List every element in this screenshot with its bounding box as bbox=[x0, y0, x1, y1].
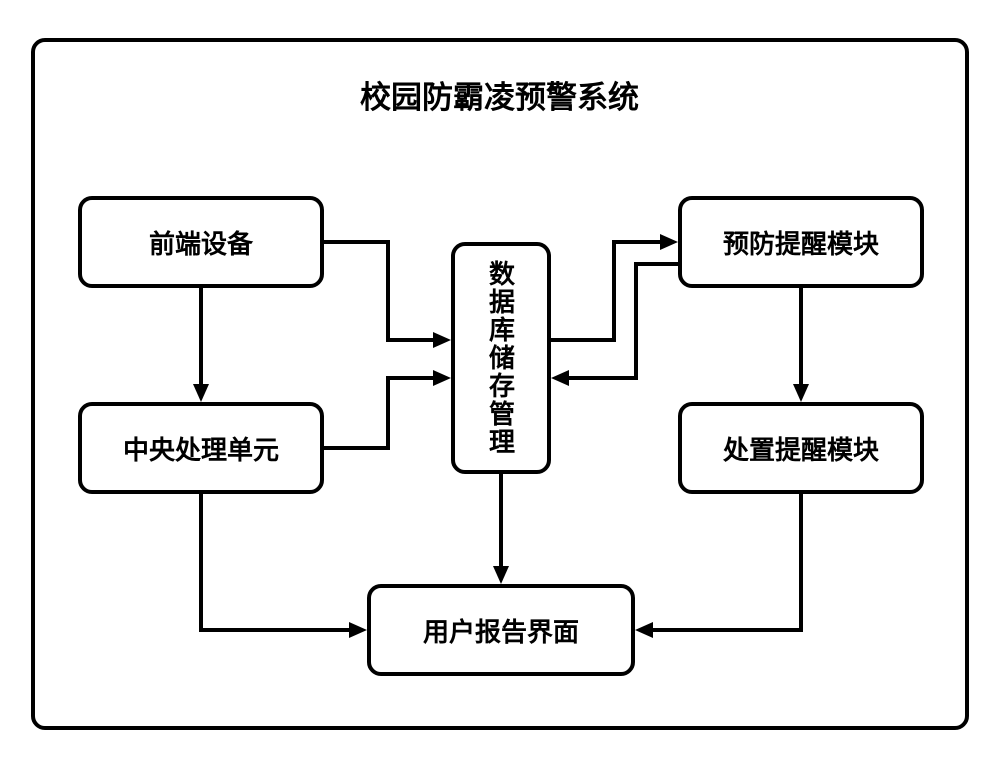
node-report-label: 用户报告界面 bbox=[423, 612, 579, 649]
node-cpu-label: 中央处理单元 bbox=[123, 430, 279, 467]
node-report: 用户报告界面 bbox=[367, 584, 635, 676]
node-frontend: 前端设备 bbox=[78, 196, 324, 288]
node-prevention-label: 预防提醒模块 bbox=[723, 224, 879, 261]
diagram-title: 校园防霸凌预警系统 bbox=[360, 72, 639, 117]
node-disposal-label: 处置提醒模块 bbox=[723, 430, 879, 467]
node-database: 数据库储存管理 bbox=[451, 242, 551, 474]
node-database-label: 数据库储存管理 bbox=[483, 260, 520, 456]
node-prevention: 预防提醒模块 bbox=[678, 196, 924, 288]
node-cpu: 中央处理单元 bbox=[78, 402, 324, 494]
node-frontend-label: 前端设备 bbox=[149, 224, 253, 261]
node-disposal: 处置提醒模块 bbox=[678, 402, 924, 494]
